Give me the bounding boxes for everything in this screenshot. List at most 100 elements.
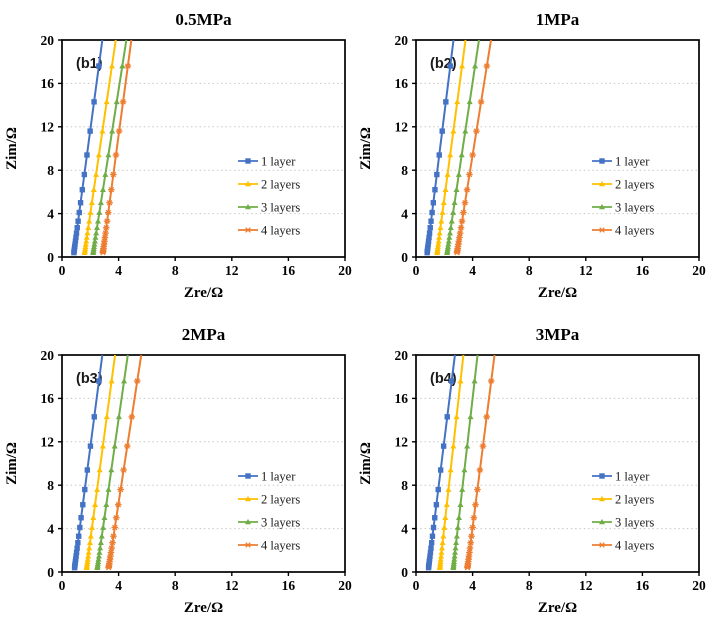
marker-triangle bbox=[447, 466, 454, 473]
marker-asterisk bbox=[110, 171, 117, 178]
marker-triangle bbox=[436, 230, 443, 236]
series-3-layers bbox=[94, 354, 129, 570]
marker-asterisk bbox=[102, 224, 110, 231]
y-tick-label: 0 bbox=[401, 250, 408, 265]
marker-triangle bbox=[108, 62, 115, 69]
legend-item: 1 layer bbox=[592, 155, 650, 169]
x-tick-label: 20 bbox=[692, 578, 706, 593]
marker-square bbox=[96, 378, 102, 384]
marker-triangle bbox=[97, 539, 104, 546]
marker-triangle bbox=[105, 151, 112, 158]
marker-triangle bbox=[438, 218, 445, 224]
marker-triangle bbox=[88, 199, 95, 206]
series-line bbox=[91, 39, 128, 254]
marker-square bbox=[73, 234, 79, 241]
marker-triangle bbox=[92, 501, 99, 508]
legend-label: 4 layers bbox=[615, 224, 654, 238]
legend-label: 3 layers bbox=[261, 201, 300, 215]
series-4-layers bbox=[453, 39, 492, 256]
marker-triangle bbox=[90, 514, 97, 521]
marker-square bbox=[428, 218, 434, 224]
marker-triangle bbox=[467, 413, 474, 420]
marker-triangle bbox=[451, 556, 458, 562]
marker-triangle bbox=[96, 466, 103, 473]
legend-item: 3 layers bbox=[238, 516, 300, 530]
marker-triangle bbox=[86, 545, 93, 551]
panel-label: (b3) bbox=[76, 371, 103, 387]
chart-title: 0.5MPa bbox=[175, 10, 232, 29]
marker-asterisk bbox=[483, 414, 490, 420]
marker-asterisk bbox=[470, 514, 478, 521]
legend-label: 2 layers bbox=[261, 493, 300, 507]
legend-item: 4 layers bbox=[592, 539, 654, 553]
marker-triangle bbox=[448, 218, 455, 224]
marker-asterisk bbox=[244, 542, 252, 548]
marker-square bbox=[82, 486, 88, 493]
marker-triangle bbox=[447, 230, 454, 236]
y-tick-label: 4 bbox=[47, 206, 54, 221]
marker-asterisk bbox=[113, 514, 120, 521]
marker-triangle bbox=[452, 549, 459, 555]
x-axis-title: Zre/Ω bbox=[538, 285, 577, 301]
y-tick-label: 12 bbox=[41, 120, 55, 135]
marker-triangle bbox=[599, 495, 605, 502]
series-line bbox=[452, 354, 479, 569]
marker-triangle bbox=[83, 234, 90, 240]
marker-square bbox=[439, 128, 445, 134]
marker-triangle bbox=[82, 241, 89, 247]
marker-triangle bbox=[443, 501, 450, 508]
marker-triangle bbox=[599, 518, 605, 525]
series-line bbox=[466, 354, 496, 569]
marker-square bbox=[426, 230, 433, 236]
marker-asterisk bbox=[106, 199, 113, 206]
marker-square bbox=[443, 99, 449, 105]
legend-item: 4 layers bbox=[592, 224, 654, 238]
series-line bbox=[438, 354, 465, 569]
marker-triangle bbox=[84, 556, 91, 562]
legend-item: 4 layers bbox=[238, 224, 300, 238]
y-tick-label: 8 bbox=[401, 478, 408, 493]
marker-triangle bbox=[96, 209, 103, 215]
marker-triangle bbox=[462, 128, 469, 134]
marker-triangle bbox=[436, 234, 443, 240]
marker-triangle bbox=[445, 238, 452, 244]
marker-triangle bbox=[105, 486, 112, 492]
y-tick-label: 4 bbox=[47, 521, 54, 536]
marker-triangle bbox=[446, 234, 453, 240]
marker-square bbox=[81, 171, 88, 178]
marker-triangle bbox=[85, 224, 92, 231]
marker-triangle bbox=[471, 377, 478, 384]
marker-square bbox=[437, 467, 444, 473]
marker-asterisk bbox=[460, 209, 467, 216]
marker-asterisk bbox=[466, 171, 473, 178]
marker-triangle bbox=[445, 241, 452, 247]
y-tick-label: 20 bbox=[41, 33, 55, 48]
legend-label: 2 layers bbox=[261, 178, 300, 192]
marker-asterisk bbox=[469, 524, 476, 531]
marker-triangle bbox=[439, 539, 446, 546]
marker-square bbox=[426, 234, 432, 241]
legend-item: 1 layer bbox=[238, 470, 296, 484]
marker-asterisk bbox=[101, 234, 109, 241]
marker-asterisk bbox=[474, 486, 481, 493]
legend-label: 1 layer bbox=[261, 470, 296, 484]
marker-triangle bbox=[466, 98, 473, 105]
marker-asterisk bbox=[117, 486, 124, 493]
marker-square bbox=[429, 533, 436, 539]
y-tick-label: 4 bbox=[401, 521, 408, 536]
marker-square bbox=[74, 225, 80, 231]
marker-triangle bbox=[94, 486, 101, 492]
marker-asterisk bbox=[102, 230, 109, 236]
series-3-layers bbox=[450, 354, 479, 570]
marker-triangle bbox=[454, 98, 461, 105]
y-axis-title: Zim/Ω bbox=[4, 127, 20, 170]
marker-asterisk bbox=[114, 501, 122, 508]
legend-item: 2 layers bbox=[238, 178, 300, 192]
marker-asterisk bbox=[107, 549, 115, 556]
marker-triangle bbox=[109, 128, 116, 134]
marker-square bbox=[91, 99, 97, 105]
y-tick-label: 8 bbox=[47, 478, 54, 493]
y-axis-title: Zim/Ω bbox=[358, 442, 374, 485]
marker-triangle bbox=[101, 514, 108, 521]
marker-square bbox=[430, 524, 437, 531]
